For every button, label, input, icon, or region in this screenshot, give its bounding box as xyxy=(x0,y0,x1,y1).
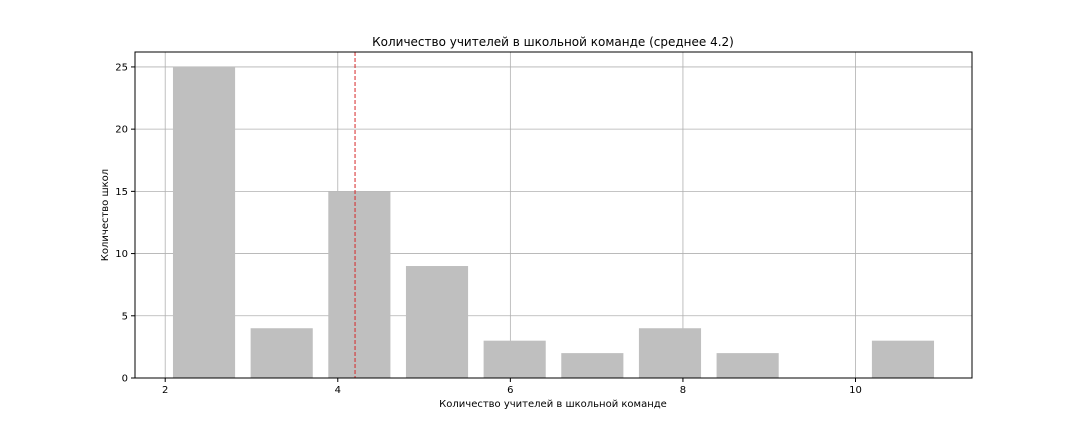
y-tick-label: 10 xyxy=(115,249,128,260)
x-axis-label: Количество учителей в школьной команде xyxy=(439,399,667,410)
bar xyxy=(871,340,935,378)
bar xyxy=(561,353,624,378)
y-tick-label: 0 xyxy=(122,374,128,385)
bar xyxy=(483,340,546,378)
y-axis-label: Количество школ xyxy=(100,169,111,261)
bar xyxy=(716,353,779,378)
chart-title: Количество учителей в школьной команде (… xyxy=(372,35,734,49)
x-tick-label: 8 xyxy=(680,385,686,396)
bar xyxy=(250,328,313,378)
x-tick-label: 6 xyxy=(507,385,513,396)
bar xyxy=(638,328,702,378)
bar xyxy=(328,191,391,378)
plot-frame xyxy=(134,51,973,379)
x-tick-label: 4 xyxy=(335,385,341,396)
bar xyxy=(405,266,469,378)
y-tick-label: 20 xyxy=(115,125,128,136)
bars-layer xyxy=(172,66,935,378)
x-tick-label: 2 xyxy=(162,385,168,396)
y-tick-label: 5 xyxy=(122,311,128,322)
ticks-layer: 2 4 6 8 10 0 5 10 15 20 25 xyxy=(115,62,862,396)
x-tick-label: 10 xyxy=(849,385,862,396)
y-tick-label: 15 xyxy=(115,187,128,198)
y-tick-label: 25 xyxy=(115,62,128,73)
bar xyxy=(172,66,236,378)
